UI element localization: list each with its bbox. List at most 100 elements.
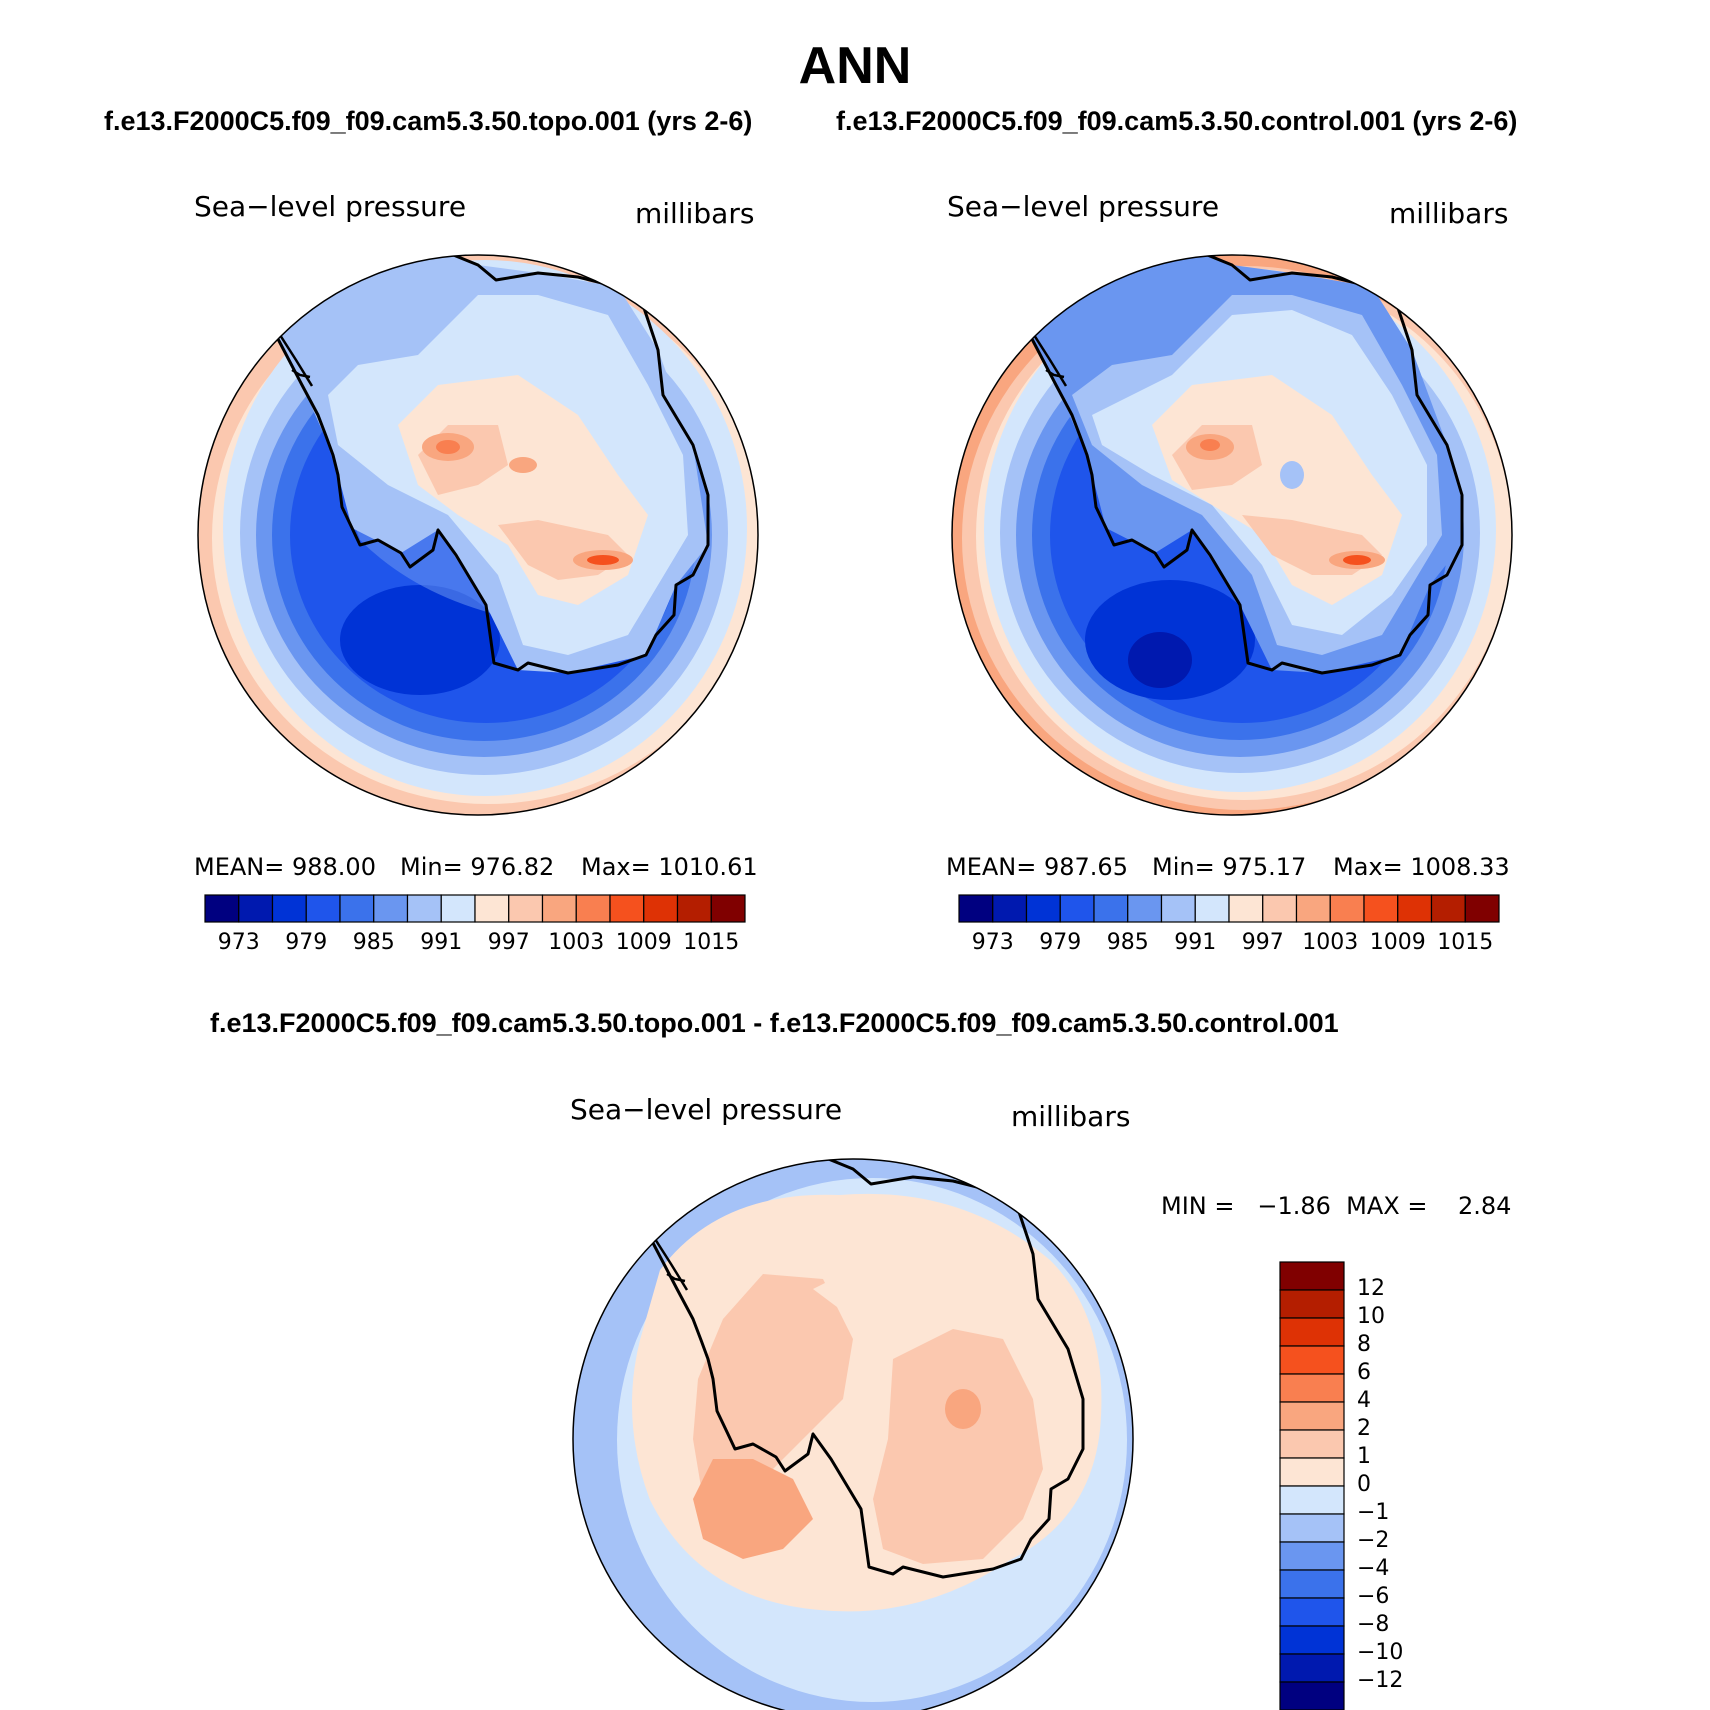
- colorbar-swatch: [1279, 1625, 1345, 1655]
- colorbar-swatch: [1279, 1373, 1345, 1403]
- colorbar-swatch: [992, 894, 1028, 923]
- colorbar-swatch: [1279, 1261, 1345, 1291]
- colorbar-tick-label: 8: [1357, 1332, 1371, 1357]
- panel-2-max: Max= 1008.33: [1333, 853, 1510, 881]
- colorbar-tick-label: 1009: [1369, 930, 1426, 955]
- colorbar-tick-label: 991: [1174, 930, 1217, 955]
- colorbar-swatch: [1279, 1513, 1345, 1543]
- panel-1-units-label: millibars: [635, 197, 755, 230]
- difference-minmax: MIN = −1.86 MAX = 2.84: [1161, 1192, 1512, 1220]
- colorbar-tick-label: 2: [1357, 1416, 1371, 1441]
- colorbar-swatch: [1279, 1457, 1345, 1487]
- colorbar-tick-label: 1009: [615, 930, 672, 955]
- colorbar-swatch: [1059, 894, 1095, 923]
- difference-units-label: millibars: [1011, 1100, 1131, 1133]
- colorbar-swatch: [1279, 1289, 1345, 1319]
- colorbar-swatch: [1279, 1401, 1345, 1431]
- colorbar-swatch: [1464, 894, 1500, 923]
- colorbar-swatch: [676, 894, 712, 923]
- colorbar-tick-label: 0: [1357, 1472, 1371, 1497]
- colorbar-swatch: [1279, 1429, 1345, 1459]
- colorbar-tick-label: 1003: [1302, 930, 1359, 955]
- colorbar-tick-label: 12: [1357, 1276, 1385, 1301]
- colorbar-swatch: [440, 894, 476, 923]
- colorbar-swatch: [1279, 1317, 1345, 1347]
- colorbar-tick-label: −8: [1357, 1612, 1390, 1637]
- colorbar-swatch: [204, 894, 240, 923]
- colorbar-tick-label: 991: [420, 930, 463, 955]
- colorbar-tick-label: 979: [285, 930, 328, 955]
- colorbar-swatch: [541, 894, 577, 923]
- colorbar-swatch: [238, 894, 274, 923]
- colorbar-tick-label: −6: [1357, 1584, 1390, 1609]
- colorbar-tick-label: 997: [1241, 930, 1284, 955]
- colorbar-swatch: [1160, 894, 1196, 923]
- panel-2-case-title: f.e13.F2000C5.f09_f09.cam5.3.50.control.…: [836, 106, 1518, 136]
- colorbar-swatch: [1279, 1681, 1345, 1710]
- colorbar-tick-label: 997: [487, 930, 530, 955]
- colorbar-swatch: [1279, 1541, 1345, 1571]
- panel-1-case-title: f.e13.F2000C5.f09_f09.cam5.3.50.topo.001…: [104, 106, 753, 136]
- colorbar-tick-label: −10: [1357, 1640, 1404, 1665]
- colorbar-tick-label: 985: [352, 930, 395, 955]
- colorbar-swatch: [1397, 894, 1433, 923]
- colorbar-tick-label: 1015: [1437, 930, 1494, 955]
- panel-1-mean: MEAN= 988.00: [194, 853, 376, 881]
- colorbar-swatch: [643, 894, 679, 923]
- colorbar-tick-label: −12: [1357, 1668, 1404, 1693]
- colorbar-swatch: [1279, 1345, 1345, 1375]
- colorbar-swatch: [1279, 1597, 1345, 1627]
- panel-2-units-label: millibars: [1389, 197, 1509, 230]
- colorbar-swatch: [710, 894, 746, 923]
- colorbar-tick-label: 973: [217, 930, 260, 955]
- colorbar-swatch: [1295, 894, 1331, 923]
- difference-variable-label: Sea−level pressure: [570, 1093, 843, 1126]
- colorbar-tick-label: 6: [1357, 1360, 1371, 1385]
- panel-2-variable-label: Sea−level pressure: [947, 190, 1220, 223]
- panel-1-max: Max= 1010.61: [581, 853, 758, 881]
- colorbar-swatch: [1228, 894, 1264, 923]
- colorbar-swatch: [1279, 1485, 1345, 1515]
- colorbar-tick-label: −2: [1357, 1528, 1390, 1553]
- colorbar-swatch: [1194, 894, 1230, 923]
- colorbar-swatch: [305, 894, 341, 923]
- colorbar-tick-label: 4: [1357, 1388, 1371, 1413]
- difference-map: [573, 1159, 1133, 1710]
- colorbar-swatch: [958, 894, 994, 923]
- page-title: ANN: [798, 37, 912, 95]
- colorbar-swatch: [575, 894, 611, 923]
- colorbar-tick-label: −1: [1357, 1500, 1390, 1525]
- colorbar-swatch: [1329, 894, 1365, 923]
- colorbar-tick-label: 979: [1039, 930, 1082, 955]
- panel-1-min: Min= 976.82: [400, 853, 555, 881]
- colorbar-swatch: [271, 894, 307, 923]
- colorbar-swatch: [406, 894, 442, 923]
- colorbar-swatch: [609, 894, 645, 923]
- colorbar-tick-label: 1003: [548, 930, 605, 955]
- difference-title: f.e13.F2000C5.f09_f09.cam5.3.50.topo.001…: [210, 1008, 1339, 1038]
- colorbar-tick-label: 985: [1106, 930, 1149, 955]
- panel-2-mean: MEAN= 987.65: [946, 853, 1128, 881]
- panel-1-colorbar: [204, 894, 746, 923]
- panel-1-map: [198, 255, 758, 815]
- colorbar-swatch: [1279, 1569, 1345, 1599]
- panel-2-colorbar: [958, 894, 1500, 923]
- colorbar-swatch: [1093, 894, 1129, 923]
- colorbar-tick-label: −4: [1357, 1556, 1390, 1581]
- colorbar-tick-label: 10: [1357, 1304, 1385, 1329]
- colorbar-tick-label: 1015: [683, 930, 740, 955]
- colorbar-tick-label: 973: [971, 930, 1014, 955]
- colorbar-tick-label: 1: [1357, 1444, 1371, 1469]
- colorbar-swatch: [339, 894, 375, 923]
- colorbar-swatch: [474, 894, 510, 923]
- colorbar-swatch: [373, 894, 409, 923]
- panel-1-variable-label: Sea−level pressure: [194, 190, 467, 223]
- panel-2-map: [952, 255, 1512, 815]
- colorbar-swatch: [1279, 1653, 1345, 1683]
- colorbar-swatch: [1127, 894, 1163, 923]
- colorbar-swatch: [1025, 894, 1061, 923]
- panel-2-min: Min= 975.17: [1152, 853, 1307, 881]
- colorbar-swatch: [508, 894, 544, 923]
- colorbar-swatch: [1363, 894, 1399, 923]
